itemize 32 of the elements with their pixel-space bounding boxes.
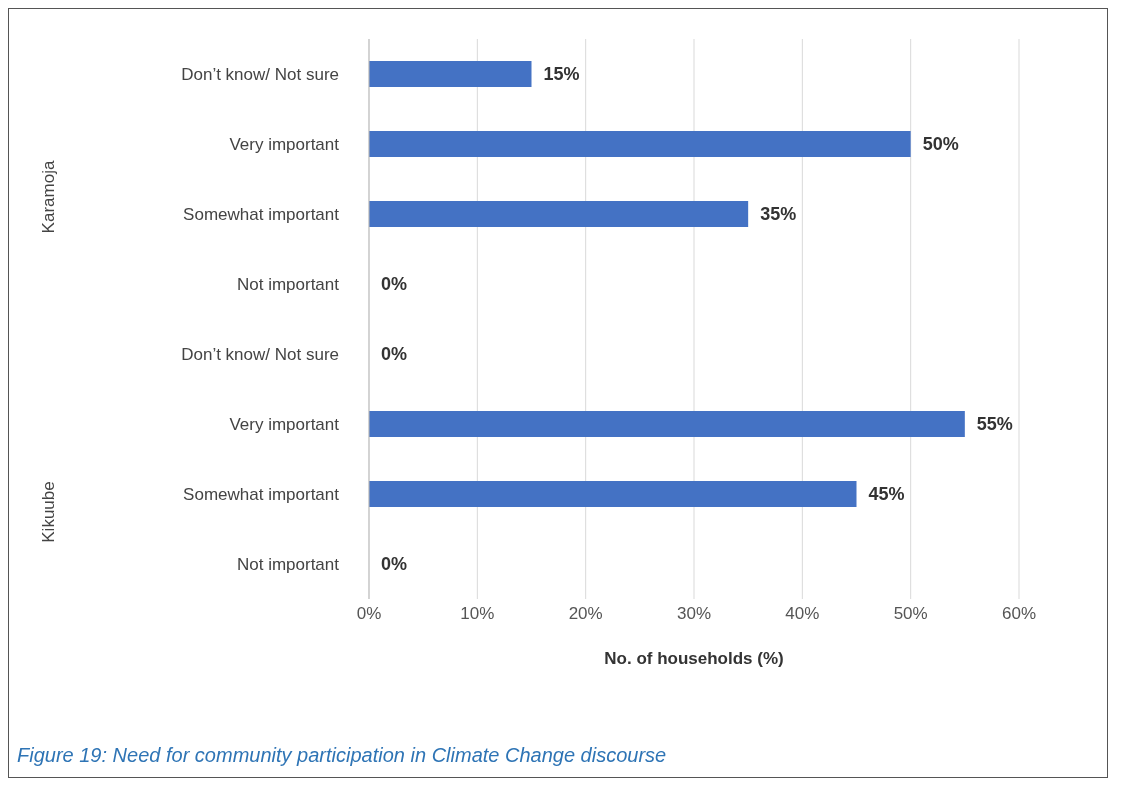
y-tick-label: Not important: [236, 275, 340, 295]
x-tick-label: 0%: [356, 604, 382, 624]
data-label: 55%: [976, 413, 1013, 435]
caption: Figure 19: Need for community participation in Climate Change discourse: [17, 744, 667, 767]
bar: [369, 481, 857, 507]
bar: [369, 201, 749, 227]
x-tick-label: 60%: [1001, 604, 1037, 624]
y-tick-label: Somewhat important: [183, 205, 340, 225]
data-label: 35%: [760, 203, 797, 225]
y-tick-label: Not important: [236, 555, 340, 575]
data-label: 50%: [922, 133, 959, 155]
x-tick-label: 40%: [785, 604, 820, 624]
data-label: 0%: [381, 343, 408, 365]
x-axis-title: No. of households (%): [604, 649, 784, 668]
y-tick-label: Very important: [229, 135, 340, 155]
y-tick-label: Don’t know/ Not sure: [181, 65, 339, 85]
y-tick-label: Don’t know/ Not sure: [181, 345, 339, 365]
data-label: 0%: [381, 553, 408, 575]
data-label: 0%: [381, 273, 408, 295]
data-label: 45%: [868, 483, 905, 505]
y-tick-label: Somewhat important: [183, 485, 340, 505]
bar: [369, 61, 532, 87]
bar: [369, 411, 965, 437]
x-tick-label: 20%: [568, 604, 603, 624]
bar: [369, 131, 911, 157]
data-label: 15%: [543, 63, 580, 85]
text: Kikuube: [39, 480, 59, 543]
x-tick-label: 30%: [676, 604, 712, 624]
x-tick-label: 10%: [460, 604, 495, 624]
y-tick-label: Very important: [229, 415, 340, 435]
text: Karamoja: [39, 160, 59, 233]
x-tick-label: 50%: [893, 604, 928, 624]
